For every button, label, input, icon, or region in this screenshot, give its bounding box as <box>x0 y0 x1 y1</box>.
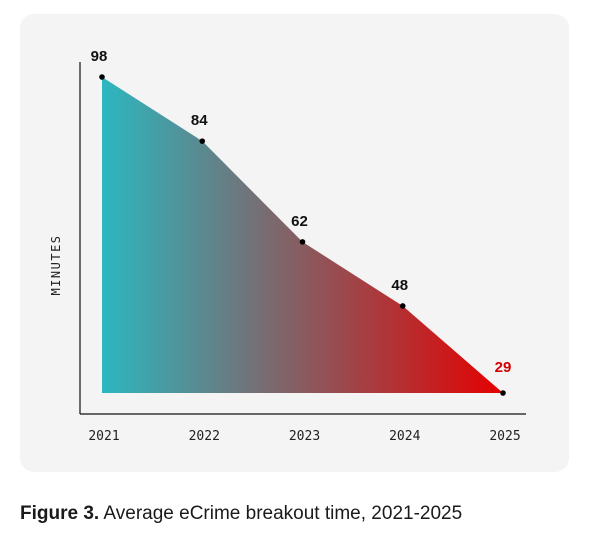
caption-text: Average eCrime breakout time, 2021-2025 <box>103 503 463 524</box>
area-fill <box>102 77 503 393</box>
x-tick-label-2024: 2024 <box>389 429 420 444</box>
x-tick-label-2022: 2022 <box>189 429 220 444</box>
data-label-2021: 98 <box>91 48 108 65</box>
data-point-2025 <box>500 390 506 396</box>
y-axis-label: MINUTES <box>49 234 63 295</box>
x-tick-label-2023: 2023 <box>289 429 320 444</box>
figure-label: Figure 3. <box>20 503 100 524</box>
data-point-2022 <box>199 138 206 144</box>
data-label-2023: 62 <box>291 213 308 230</box>
data-label-2025: 29 <box>495 359 512 376</box>
x-tick-label-2021: 2021 <box>88 429 119 444</box>
figure-caption: Figure 3. Average eCrime breakout time, … <box>20 503 462 525</box>
x-tick-label-2025: 2025 <box>489 429 520 444</box>
data-label-2022: 84 <box>191 112 208 129</box>
data-point-2024 <box>399 303 406 309</box>
data-label-2024: 48 <box>391 277 408 294</box>
data-point-2023 <box>299 239 306 245</box>
data-point-2021 <box>99 74 105 80</box>
